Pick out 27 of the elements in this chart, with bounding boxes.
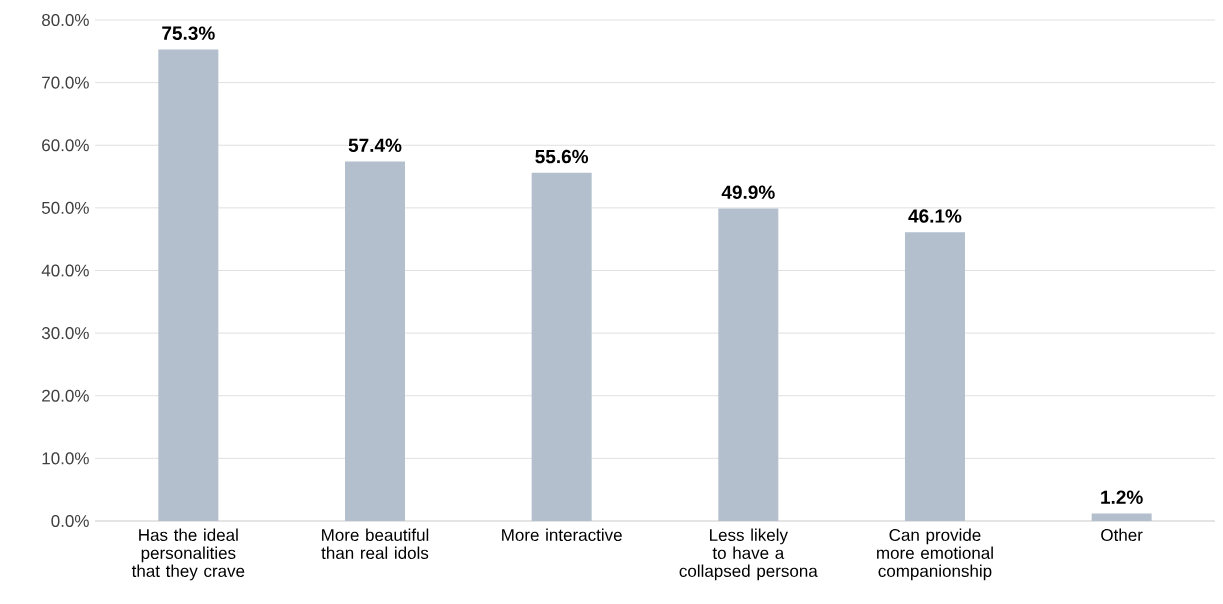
y-tick-label: 10.0% xyxy=(42,452,89,465)
bar xyxy=(345,161,405,521)
data-label: 75.3% xyxy=(162,26,215,40)
x-tick-label: More beautiful than real idols xyxy=(321,528,429,560)
y-tick-label: 20.0% xyxy=(42,389,89,402)
data-label: 46.1% xyxy=(908,209,962,223)
y-tick-label: 50.0% xyxy=(41,201,89,214)
bar xyxy=(1091,513,1152,521)
y-tick-label: 80.0% xyxy=(42,13,89,27)
bar xyxy=(531,172,592,521)
data-label: 57.4% xyxy=(348,138,402,152)
y-tick-label: 30.0% xyxy=(41,327,89,340)
y-tick-label: 0.0% xyxy=(51,514,89,528)
bar xyxy=(718,208,779,521)
x-tick-label: Less likely to have a collapsed persona xyxy=(679,528,818,581)
y-tick-label: 40.0% xyxy=(41,264,89,277)
y-tick-label: 70.0% xyxy=(42,76,89,89)
data-label: 55.6% xyxy=(535,149,589,164)
bar xyxy=(904,232,965,521)
x-tick-label: More interactive xyxy=(502,528,622,542)
data-label: 49.9% xyxy=(721,185,775,199)
x-tick-label: Has the ideal personalities that they crave xyxy=(131,528,245,581)
bar xyxy=(158,49,219,521)
x-tick-label: Can provide more emotional companionship xyxy=(877,528,993,581)
x-tick-label: Other xyxy=(1101,528,1143,542)
data-label: 1.2% xyxy=(1101,490,1143,504)
y-tick-label: 60.0% xyxy=(42,139,89,152)
